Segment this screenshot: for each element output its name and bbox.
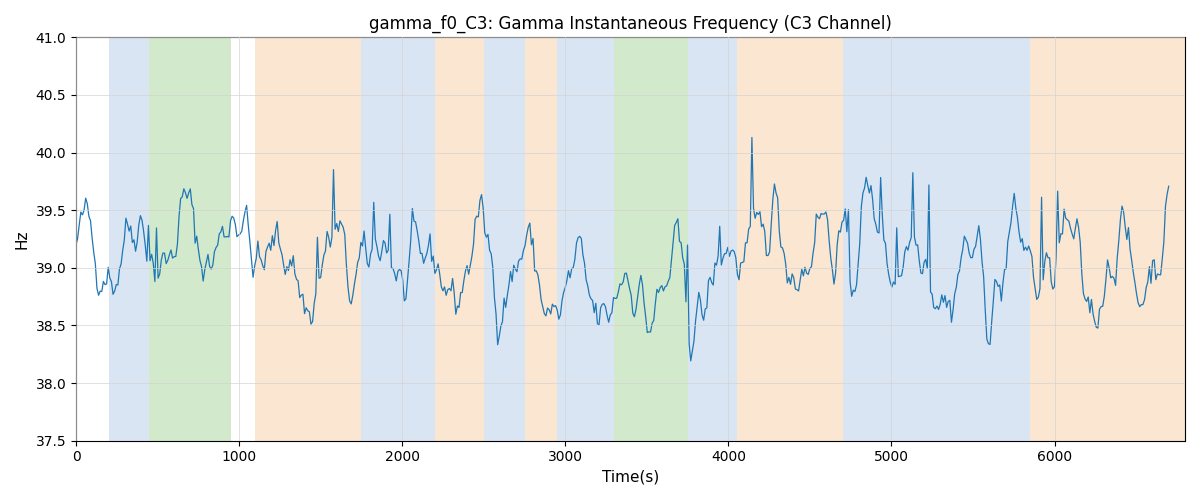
Bar bbox=[150, 38, 230, 440]
Bar bbox=[1030, 38, 1184, 440]
Bar bbox=[484, 38, 524, 440]
Bar bbox=[434, 38, 484, 440]
Title: gamma_f0_C3: Gamma Instantaneous Frequency (C3 Channel): gamma_f0_C3: Gamma Instantaneous Frequen… bbox=[370, 15, 892, 34]
Y-axis label: Hz: Hz bbox=[14, 230, 30, 249]
Bar bbox=[524, 38, 557, 440]
Bar bbox=[256, 38, 361, 440]
Bar bbox=[614, 38, 688, 440]
X-axis label: Time(s): Time(s) bbox=[602, 470, 659, 485]
Bar bbox=[842, 38, 1030, 440]
Bar bbox=[557, 38, 614, 440]
Bar bbox=[361, 38, 434, 440]
Bar bbox=[109, 38, 150, 440]
Bar bbox=[737, 38, 842, 440]
Bar bbox=[688, 38, 737, 440]
